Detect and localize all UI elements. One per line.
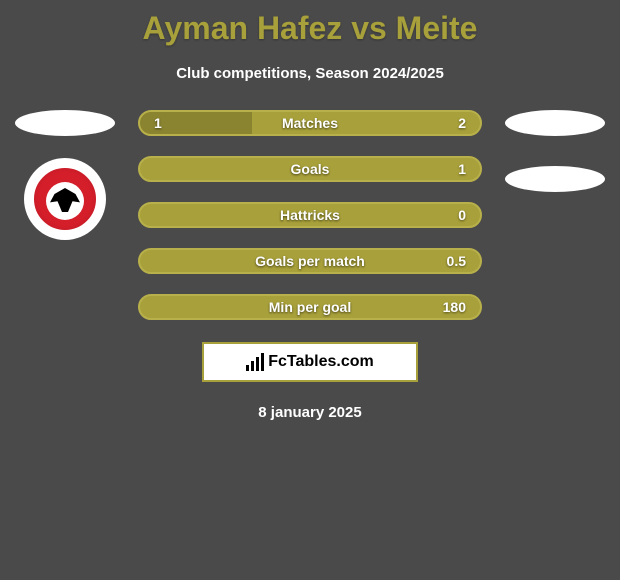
comparison-container: 1 Matches 2 Goals 1 Hattricks 0 Goals pe… — [0, 110, 620, 320]
stat-value-right: 0.5 — [447, 253, 466, 269]
stats-column: 1 Matches 2 Goals 1 Hattricks 0 Goals pe… — [120, 110, 500, 320]
page-title: Ayman Hafez vs Meite — [0, 0, 620, 47]
date-label: 8 january 2025 — [0, 404, 620, 421]
stat-label: Hattricks — [280, 207, 340, 223]
stat-row-goals-per-match: Goals per match 0.5 — [138, 248, 482, 274]
stat-value-left: 1 — [154, 115, 162, 131]
club-crest-icon — [31, 165, 99, 233]
stat-label: Goals — [291, 161, 330, 177]
stat-row-matches: 1 Matches 2 — [138, 110, 482, 136]
stat-label: Goals per match — [255, 253, 365, 269]
chart-icon — [246, 353, 264, 371]
stat-value-right: 1 — [458, 161, 466, 177]
subtitle: Club competitions, Season 2024/2025 — [0, 65, 620, 82]
stat-label: Matches — [282, 115, 338, 131]
site-badge[interactable]: FcTables.com — [202, 342, 418, 382]
right-player-column — [500, 110, 610, 192]
stat-row-goals: Goals 1 — [138, 156, 482, 182]
stat-row-hattricks: Hattricks 0 — [138, 202, 482, 228]
club-ellipse-right — [505, 166, 605, 192]
player-name-ellipse-right — [505, 110, 605, 136]
stat-row-min-per-goal: Min per goal 180 — [138, 294, 482, 320]
site-name: FcTables.com — [268, 353, 374, 371]
eagle-icon — [50, 188, 80, 212]
stat-value-right: 0 — [458, 207, 466, 223]
left-player-column — [10, 110, 120, 240]
stat-value-right: 180 — [443, 299, 466, 315]
club-badge-left — [24, 158, 106, 240]
stat-value-right: 2 — [458, 115, 466, 131]
stat-label: Min per goal — [269, 299, 351, 315]
player-name-ellipse-left — [15, 110, 115, 136]
